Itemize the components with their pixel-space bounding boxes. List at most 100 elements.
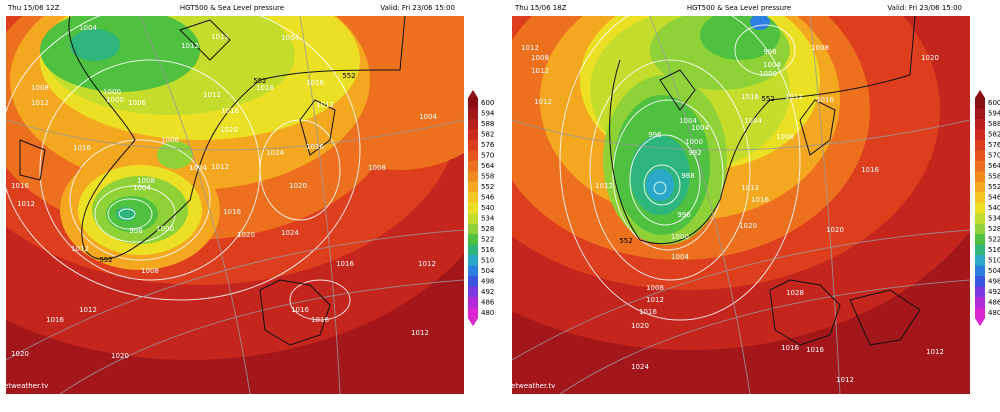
colorbar-cell [468, 307, 478, 319]
colorbar-cell [975, 297, 985, 309]
colorbar-label: 486 [988, 298, 1000, 306]
colorbar-cell [975, 118, 985, 130]
colorbar-cell [468, 171, 478, 183]
colorbar-label: 504 [988, 267, 1000, 275]
colorbar-label: 480 [988, 309, 1000, 317]
colorbar-label: 492 [481, 288, 494, 296]
isobar-label: 1020 [11, 350, 29, 358]
colorbar-cell [975, 276, 985, 288]
colorbar-label: 534 [481, 214, 495, 222]
isobar-label: 1012 [181, 42, 199, 50]
isobar-label: 1016 [291, 306, 309, 314]
isobar-label: 1004 [744, 117, 762, 125]
isobar-label: 1008 [141, 267, 159, 275]
colorbar-cell [975, 255, 985, 267]
colorbar-label: 552 [481, 183, 494, 191]
isobar-label: 1016 [256, 84, 274, 92]
colorbar-cell [468, 160, 478, 172]
colorbar-cell [975, 202, 985, 214]
isobar-label: 1012 [316, 101, 334, 109]
colorbar-label: 594 [481, 110, 495, 118]
colorbar-label: 498 [988, 277, 1000, 285]
isobar-label: 1012 [418, 260, 436, 268]
colorbar-label: 522 [481, 235, 494, 243]
isobar-label: 1004 [133, 184, 151, 192]
isobar-label: 1012 [31, 99, 49, 107]
colorbar-cell [468, 181, 478, 193]
colorbar-cell [975, 129, 985, 141]
colorbar-label: 528 [988, 225, 1000, 233]
isobar-label: 992 [688, 149, 701, 157]
header-center: HGT500 & Sea Level pressure [687, 4, 791, 12]
colorbar-cell [468, 118, 478, 130]
isobar-label: 1008 [368, 164, 386, 172]
colorbar-cell [975, 234, 985, 246]
isobar-label: 1016 [73, 144, 91, 152]
isobar-label: 988 [681, 172, 694, 180]
colorbar-cell [468, 255, 478, 267]
contour-label: 552 [253, 77, 266, 85]
colorbar-cell [468, 276, 478, 288]
colorbar-cell [975, 307, 985, 319]
colorbar-cell [468, 244, 478, 256]
colorbar-cell [975, 223, 985, 235]
isobar-label: 1016 [46, 316, 64, 324]
colorbar-label: 546 [481, 194, 495, 202]
colorbar-arrow-bottom [975, 318, 985, 326]
colorbar-label: 600 [481, 99, 494, 107]
isobar-label: 1012 [926, 348, 944, 356]
isobar-label: 1016 [741, 93, 759, 101]
colorbar-label: 510 [988, 256, 1000, 264]
colorbar-cell [468, 286, 478, 298]
isobar-label: 998 [129, 227, 142, 235]
watermark: © www.netweather.tv [0, 382, 48, 390]
colorbar-arrow-bottom [468, 318, 478, 326]
colorbar-cell [975, 98, 985, 109]
isobar-label: 1016 [751, 196, 769, 204]
colorbar-label: 480 [481, 309, 494, 317]
colorbar-label: 564 [481, 162, 495, 170]
isobar-label: 1012 [521, 44, 539, 52]
isobar-label: 1020 [220, 126, 238, 134]
isobar-label: 1028 [786, 289, 804, 297]
colorbar-label: 594 [988, 110, 1000, 118]
colorbar-label: 576 [988, 141, 1000, 149]
colorbar-label: 504 [481, 267, 495, 275]
isobar-label: 1008 [137, 177, 155, 185]
colorbar-cell [468, 150, 478, 162]
isobar-label: 1000 [685, 138, 703, 146]
isobar-label: 1000 [103, 88, 121, 96]
isobar-label: 996 [648, 131, 662, 139]
isobar-label: 1012 [411, 329, 429, 337]
isobar-label: 1016 [221, 107, 239, 115]
colorbar-cell [468, 108, 478, 120]
watermark: © www.netweather.tv [479, 382, 556, 390]
header-center: HGT500 & Sea Level pressure [180, 4, 284, 12]
colorbar-label: 546 [988, 194, 1000, 202]
isobar-label: 1012 [17, 200, 35, 208]
colorbar-label: 600 [988, 99, 1000, 107]
isobar-label: 1004 [679, 117, 697, 125]
isobar-label: 1016 [781, 344, 799, 352]
colorbar-label: 540 [481, 204, 494, 212]
colorbar-label: 570 [988, 152, 1000, 160]
isobar-label: 1012 [79, 306, 97, 314]
contour-label: 552 [99, 256, 112, 264]
colorbar-cell [975, 265, 985, 277]
isobar-label: 1012 [741, 184, 759, 192]
isobar-label: 1012 [71, 245, 89, 253]
isobar-label: 1012 [203, 91, 221, 99]
isobar-label: 1006 [161, 136, 179, 144]
colorbar-label: 582 [481, 131, 494, 139]
colorbar-cell [468, 234, 478, 246]
isobar-label: 1000 [106, 96, 124, 104]
isobar-label: 1016 [223, 208, 241, 216]
isobar-label: 1020 [631, 322, 649, 330]
isobar-label: 1008 [811, 44, 829, 52]
isobar-label: 1000 [671, 233, 689, 241]
colorbar-cell [975, 108, 985, 120]
isobar-label: 1016 [816, 96, 834, 104]
isobar-label: 1016 [336, 260, 354, 268]
isobar-label: 1000 [156, 225, 174, 233]
